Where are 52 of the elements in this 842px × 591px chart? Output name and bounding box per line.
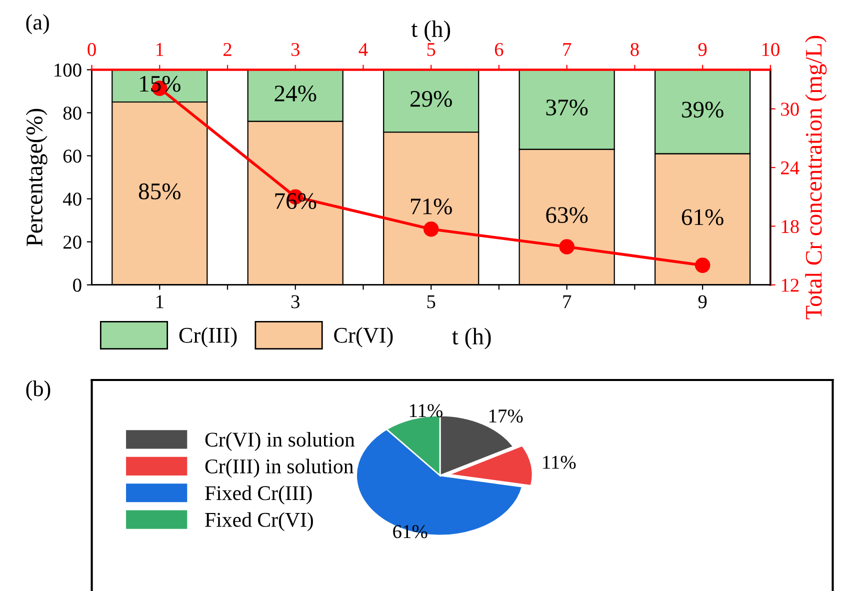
y2-tick-label: 24 — [781, 161, 800, 174]
data-label: 85% — [138, 183, 180, 200]
y-tick-label: 0 — [73, 278, 82, 292]
x2-tick-label: 10 — [762, 42, 780, 56]
y2-tick-label: 12 — [782, 278, 799, 292]
text: (a) — [26, 14, 49, 34]
x2-tick-label: 1 — [156, 43, 164, 56]
y-axis-title: Percentage(%) — [26, 108, 48, 246]
y-tick-label: 60 — [63, 150, 82, 163]
data-label: 63% — [546, 207, 588, 224]
y-tick-label: 40 — [62, 192, 82, 206]
data-label: 29% — [410, 90, 452, 107]
text: (b) — [26, 380, 50, 401]
legend-label: Fixed Cr(III) — [205, 486, 312, 504]
data-label: 37% — [546, 100, 588, 116]
point — [559, 239, 574, 254]
x2-tick-label: 8 — [630, 42, 639, 56]
y-tick-label: 80 — [63, 106, 82, 120]
point — [694, 258, 710, 273]
y2-tick-label: 18 — [782, 220, 799, 234]
data-label: 17% — [489, 409, 523, 423]
data-label: 61% — [682, 209, 724, 226]
data-label: 11% — [410, 404, 443, 418]
data-label: 39% — [682, 102, 724, 118]
x-axis-title: t (h) — [452, 328, 491, 350]
x2-tick-label: 0 — [88, 42, 96, 56]
x2-tick-label: 5 — [427, 43, 436, 56]
x2-tick-label: 3 — [291, 43, 300, 56]
point — [423, 221, 439, 237]
data-label: 71% — [411, 198, 452, 214]
data-label: 11% — [543, 456, 576, 469]
y-tick-label: 20 — [63, 236, 82, 249]
x2-tick-label: 9 — [698, 43, 707, 56]
legend-label: Cr(VI) in solution — [205, 432, 355, 451]
legend-label: Cr(III) in solution — [205, 458, 354, 478]
x2-tick-label: 7 — [563, 43, 572, 56]
y2-tick-label: 30 — [781, 102, 799, 116]
x2-tick-label: 4 — [358, 43, 368, 56]
x2-tick-label: 2 — [224, 43, 232, 56]
legend-label: Cr(VI) — [334, 327, 393, 348]
legend-label: Cr(III) — [179, 327, 237, 348]
x-tick-label: 3 — [291, 295, 300, 308]
y2-axis-title: Total Cr concentration (mg/L) — [805, 36, 827, 320]
x-tick-label: 9 — [698, 295, 707, 308]
data-label: 24% — [274, 86, 316, 102]
x2-axis-title: t (h) — [411, 20, 450, 42]
x-tick-label: 1 — [156, 295, 164, 308]
legend-label: Fixed Cr(VI) — [205, 512, 313, 532]
x-tick-label: 7 — [563, 295, 572, 308]
y-tick-label: 100 — [54, 64, 82, 77]
x-tick-label: 5 — [427, 295, 436, 308]
x2-tick-label: 6 — [494, 43, 504, 56]
